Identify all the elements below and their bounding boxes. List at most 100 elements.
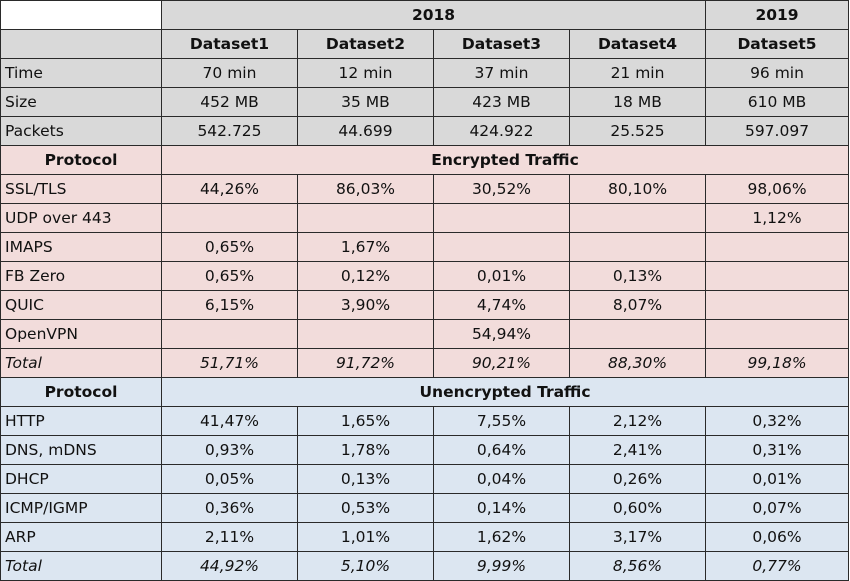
value-cell: 0,65%	[161, 232, 298, 262]
value-cell: 12 min	[297, 58, 434, 88]
value-cell: 25.525	[568, 116, 707, 146]
value-cell: 1,01%	[297, 522, 434, 552]
value-cell: 424.922	[433, 116, 570, 146]
row-label: HTTP	[0, 406, 162, 436]
value-cell	[705, 232, 850, 262]
year-2018-header: 2018	[160, 0, 707, 30]
row-label: Packets	[0, 116, 162, 146]
value-cell	[297, 319, 434, 349]
value-cell	[161, 203, 298, 233]
value-cell: 54,94%	[433, 319, 570, 349]
row-label: Total	[0, 551, 162, 581]
value-cell	[705, 261, 850, 291]
value-cell: 88,30%	[568, 348, 707, 378]
value-cell: 0,06%	[705, 522, 850, 552]
row-label: UDP over 443	[0, 203, 162, 233]
value-cell: 0,12%	[297, 261, 434, 291]
dataset-header: Dataset1	[161, 29, 298, 59]
value-cell: 610 MB	[705, 87, 850, 117]
corner-cell	[0, 0, 162, 30]
value-cell: 51,71%	[161, 348, 298, 378]
value-cell: 1,78%	[297, 435, 434, 465]
row-label: Time	[0, 58, 162, 88]
section-title: Unencrypted Traffic	[160, 377, 850, 407]
row-label: DHCP	[0, 464, 162, 494]
value-cell: 0,01%	[705, 464, 850, 494]
summary-row: Size 452 MB 35 MB 423 MB 18 MB 610 MB	[0, 87, 850, 117]
value-cell: 18 MB	[568, 87, 707, 117]
encrypted-row: FB Zero 0,65% 0,12% 0,01% 0,13%	[0, 261, 850, 291]
encrypted-row: IMAPS 0,65% 1,67%	[0, 232, 850, 262]
value-cell	[161, 319, 298, 349]
value-cell	[705, 290, 850, 320]
value-cell: 90,21%	[433, 348, 570, 378]
value-cell: 0,31%	[705, 435, 850, 465]
value-cell: 0,01%	[433, 261, 570, 291]
value-cell: 0,36%	[161, 493, 298, 523]
value-cell: 8,07%	[568, 290, 707, 320]
value-cell: 0,13%	[568, 261, 707, 291]
row-label: ARP	[0, 522, 162, 552]
value-cell: 1,12%	[705, 203, 850, 233]
value-cell: 9,99%	[433, 551, 570, 581]
value-cell: 91,72%	[297, 348, 434, 378]
value-cell: 99,18%	[705, 348, 850, 378]
value-cell: 0,13%	[297, 464, 434, 494]
row-label: Total	[0, 348, 162, 378]
summary-row: Time 70 min 12 min 37 min 21 min 96 min	[0, 58, 850, 88]
row-label: DNS, mDNS	[0, 435, 162, 465]
unencrypted-row: ICMP/IGMP 0,36% 0,53% 0,14% 0,60% 0,07%	[0, 493, 850, 523]
value-cell: 1,67%	[297, 232, 434, 262]
value-cell: 98,06%	[705, 174, 850, 204]
value-cell: 0,65%	[161, 261, 298, 291]
value-cell: 44,92%	[161, 551, 298, 581]
unencrypted-row: DHCP 0,05% 0,13% 0,04% 0,26% 0,01%	[0, 464, 850, 494]
value-cell: 4,74%	[433, 290, 570, 320]
dataset-header: Dataset3	[433, 29, 570, 59]
value-cell	[568, 319, 707, 349]
row-label: FB Zero	[0, 261, 162, 291]
value-cell	[297, 203, 434, 233]
row-label: QUIC	[0, 290, 162, 320]
value-cell: 0,60%	[568, 493, 707, 523]
value-cell: 3,90%	[297, 290, 434, 320]
value-cell: 0,93%	[161, 435, 298, 465]
dataset-header-row: Dataset1 Dataset2 Dataset3 Dataset4 Data…	[0, 29, 850, 59]
value-cell: 70 min	[161, 58, 298, 88]
value-cell: 0,53%	[297, 493, 434, 523]
row-label: ICMP/IGMP	[0, 493, 162, 523]
value-cell: 3,17%	[568, 522, 707, 552]
value-cell: 35 MB	[297, 87, 434, 117]
year-2019-header: 2019	[705, 0, 850, 30]
value-cell: 423 MB	[433, 87, 570, 117]
value-cell: 0,26%	[568, 464, 707, 494]
dataset-header: Dataset2	[297, 29, 434, 59]
value-cell: 44.699	[297, 116, 434, 146]
value-cell: 96 min	[705, 58, 850, 88]
protocol-header: Protocol	[0, 145, 162, 175]
encrypted-row: UDP over 443 1,12%	[0, 203, 850, 233]
value-cell: 44,26%	[161, 174, 298, 204]
unencrypted-row: HTTP 41,47% 1,65% 7,55% 2,12% 0,32%	[0, 406, 850, 436]
value-cell: 0,64%	[433, 435, 570, 465]
value-cell: 2,11%	[161, 522, 298, 552]
unencrypted-row: DNS, mDNS 0,93% 1,78% 0,64% 2,41% 0,31%	[0, 435, 850, 465]
summary-row: Packets 542.725 44.699 424.922 25.525 597.097	[0, 116, 850, 146]
row-label: SSL/TLS	[0, 174, 162, 204]
encrypted-section-header: Protocol Encrypted Traffic	[0, 145, 850, 175]
value-cell: 0,14%	[433, 493, 570, 523]
row-label: IMAPS	[0, 232, 162, 262]
protocol-header: Protocol	[0, 377, 162, 407]
value-cell: 1,62%	[433, 522, 570, 552]
encrypted-row: OpenVPN 54,94%	[0, 319, 850, 349]
unencrypted-section-header: Protocol Unencrypted Traffic	[0, 377, 850, 407]
value-cell: 41,47%	[161, 406, 298, 436]
unencrypted-row: ARP 2,11% 1,01% 1,62% 3,17% 0,06%	[0, 522, 850, 552]
dataset-header: Dataset5	[705, 29, 850, 59]
value-cell: 21 min	[568, 58, 707, 88]
value-cell: 7,55%	[433, 406, 570, 436]
value-cell: 1,65%	[297, 406, 434, 436]
value-cell: 452 MB	[161, 87, 298, 117]
dataset-header: Dataset4	[568, 29, 707, 59]
